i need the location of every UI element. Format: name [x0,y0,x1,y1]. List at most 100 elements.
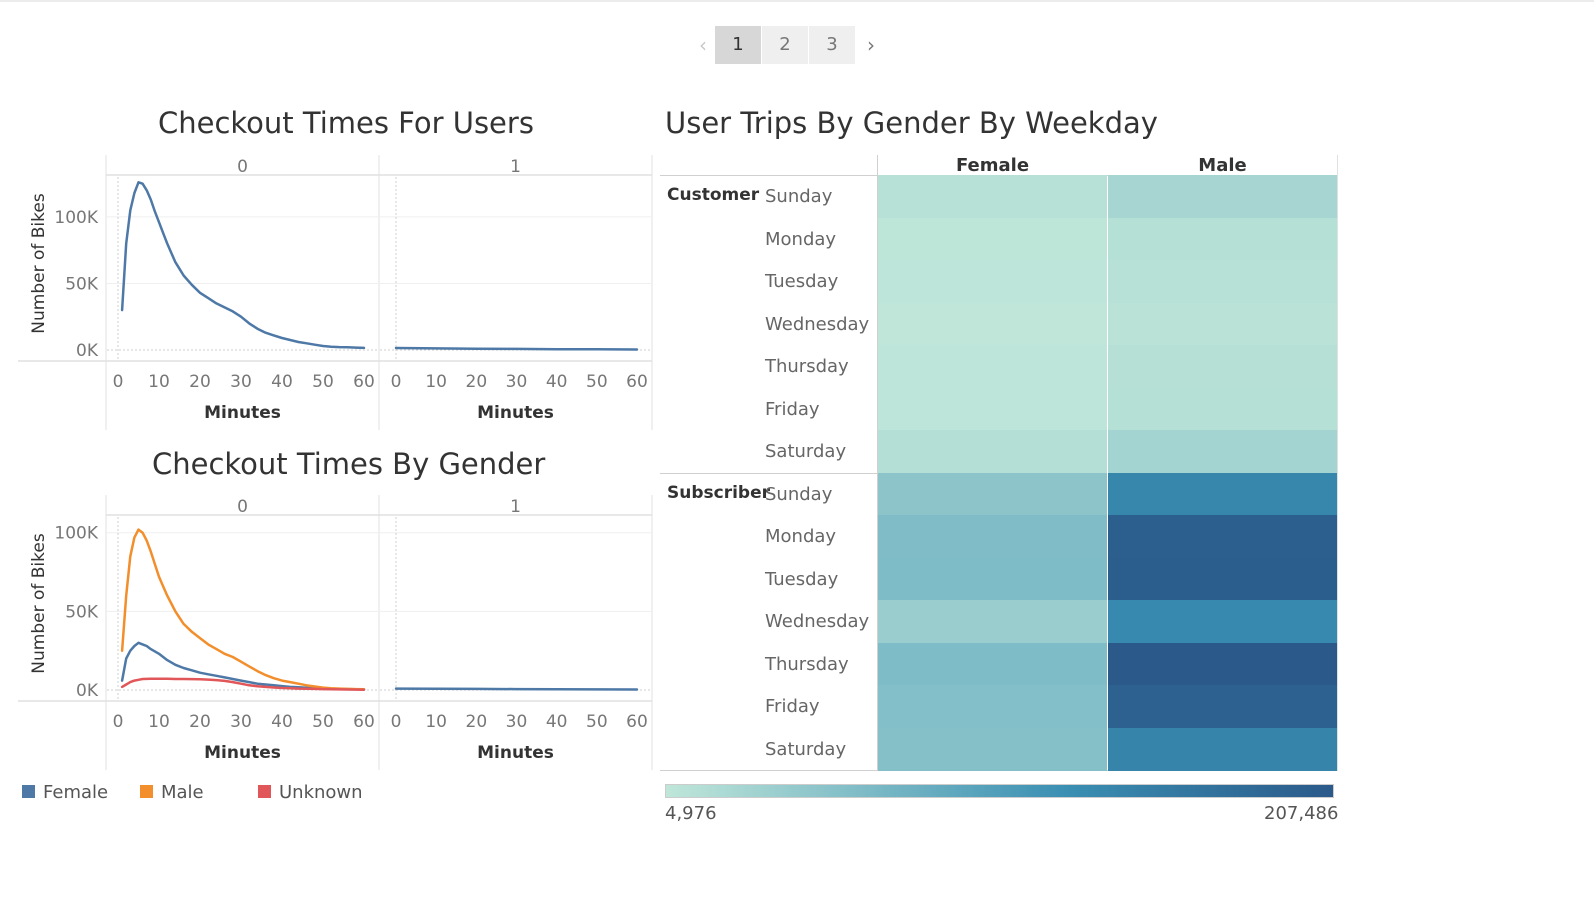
x-tick-label: 30 [506,372,528,392]
y-axis-label: Number of Bikes [29,533,49,674]
x-tick-label: 20 [189,712,211,732]
heatmap-row-label-thursday: Thursday [765,653,849,675]
x-tick-label: 10 [148,372,170,392]
heatmap-cell [878,515,1107,558]
heatmap-header-line [660,175,1337,176]
heatmap-cell [878,472,1107,516]
legend-swatch-male [140,784,153,798]
chart-title-heatmap: User Trips By Gender By Weekday [665,106,1158,140]
series-line-trips-panel-0 [120,181,366,350]
x-tick-label: 30 [230,372,252,392]
legend-item-female[interactable]: Female [22,782,108,806]
x-tick-label: 10 [148,712,170,732]
y-tick-label: 0K [76,341,99,361]
x-tick-label: 20 [466,372,488,392]
x-tick-label: 50 [312,372,334,392]
heatmap-group-label-subscriber: Subscriber [667,482,771,503]
x-tick-label: 0 [113,372,124,392]
heatmap-cell [1108,260,1337,303]
top-border [0,0,1594,2]
panel-label-0: 0 [237,497,248,517]
x-tick-label: 60 [626,712,648,732]
heatmap-row-label-tuesday: Tuesday [765,271,839,292]
x-axis-label: Minutes [204,403,281,423]
heatmap-cell [1108,430,1337,473]
series-line-female-panel-0 [120,641,366,691]
x-tick-label: 0 [391,712,402,732]
heatmap-cell [878,430,1107,473]
page-button-2[interactable]: 2 [762,26,808,64]
heatmap-cell [1108,600,1337,643]
heatmap-group-divider [660,473,878,474]
heatmap-row-label-sunday: Sunday [765,483,833,505]
x-axis-label: Minutes [204,743,281,763]
y-tick-label: 100K [54,208,98,228]
heatmap-cell [878,302,1107,346]
legend-label-male: Male [161,782,204,803]
chart-title-gender: Checkout Times By Gender [152,447,546,481]
heatmap-cell [1108,217,1337,261]
chevron-left-icon[interactable]: ‹ [699,33,707,57]
page-button-3[interactable]: 3 [809,26,855,64]
x-tick-label: 0 [391,372,402,392]
heatmap-cell [1108,175,1337,218]
panel-label-1: 1 [510,497,521,517]
heatmap-cell [1108,557,1337,601]
x-tick-label: 10 [425,372,447,392]
legend-item-male[interactable]: Male [140,782,204,806]
legend-swatch-female [22,784,35,798]
x-tick-label: 60 [626,372,648,392]
x-tick-label: 40 [271,372,293,392]
x-tick-label: 60 [353,712,375,732]
heatmap-cell [878,217,1107,261]
page-button-1[interactable]: 1 [715,26,761,64]
heatmap-group-label-customer: Customer [667,185,760,205]
heatmap-cell [1108,727,1337,771]
heatmap-cell [878,387,1107,431]
x-tick-label: 30 [506,712,528,732]
heatmap-cell [1108,685,1337,728]
y-tick-label: 0K [76,681,99,701]
heatmap-cell [1108,302,1337,346]
heatmap-cell [1108,642,1337,686]
panel-label-1: 1 [510,157,521,177]
heatmap-cell [1108,515,1337,558]
heatmap-row-label-thursday: Thursday [765,356,849,377]
y-tick-label: 100K [54,524,98,544]
x-tick-label: 60 [353,372,375,392]
heatmap-column-male: Male [1198,155,1247,176]
panel-label-0: 0 [237,157,248,177]
series-line-male-panel-0 [120,528,366,691]
x-tick-label: 10 [425,712,447,732]
checkout-times-gender-chart: 0 1 Number of Bikes 0K 50K 100K 0 10 20 30 40 50 60 M… [18,495,653,770]
chevron-right-icon[interactable]: › [867,33,875,57]
y-tick-label: 50K [65,274,99,294]
heatmap-row-label-wednesday: Wednesday [765,313,870,335]
series-line-female-panel-1 [394,687,639,691]
color-scale-min: 4,976 [665,803,717,824]
series-line-unknown-panel-0 [120,677,366,691]
x-tick-label: 40 [546,712,568,732]
color-scale-bar [665,784,1334,798]
heatmap-row-label-monday: Monday [765,228,837,250]
heatmap-cell [878,685,1107,728]
x-tick-label: 20 [466,712,488,732]
heatmap-row-label-sunday: Sunday [765,186,833,207]
legend-label-unknown: Unknown [279,782,363,803]
y-tick-label: 50K [65,602,99,622]
legend-item-unknown[interactable]: Unknown [258,782,363,806]
y-axis-label: Number of Bikes [29,193,49,334]
x-tick-label: 50 [586,712,608,732]
x-tick-label: 50 [586,372,608,392]
x-tick-label: 20 [189,372,211,392]
x-tick-label: 40 [546,372,568,392]
heatmap-row-label-tuesday: Tuesday [765,568,839,590]
heatmap-right-divider [1337,155,1338,771]
heatmap-cell [878,727,1107,771]
heatmap-cell [878,557,1107,601]
x-axis-label: Minutes [477,403,554,423]
x-tick-label: 40 [271,712,293,732]
x-tick-label: 0 [113,712,124,732]
x-tick-label: 50 [312,712,334,732]
heatmap-cell [878,345,1107,388]
